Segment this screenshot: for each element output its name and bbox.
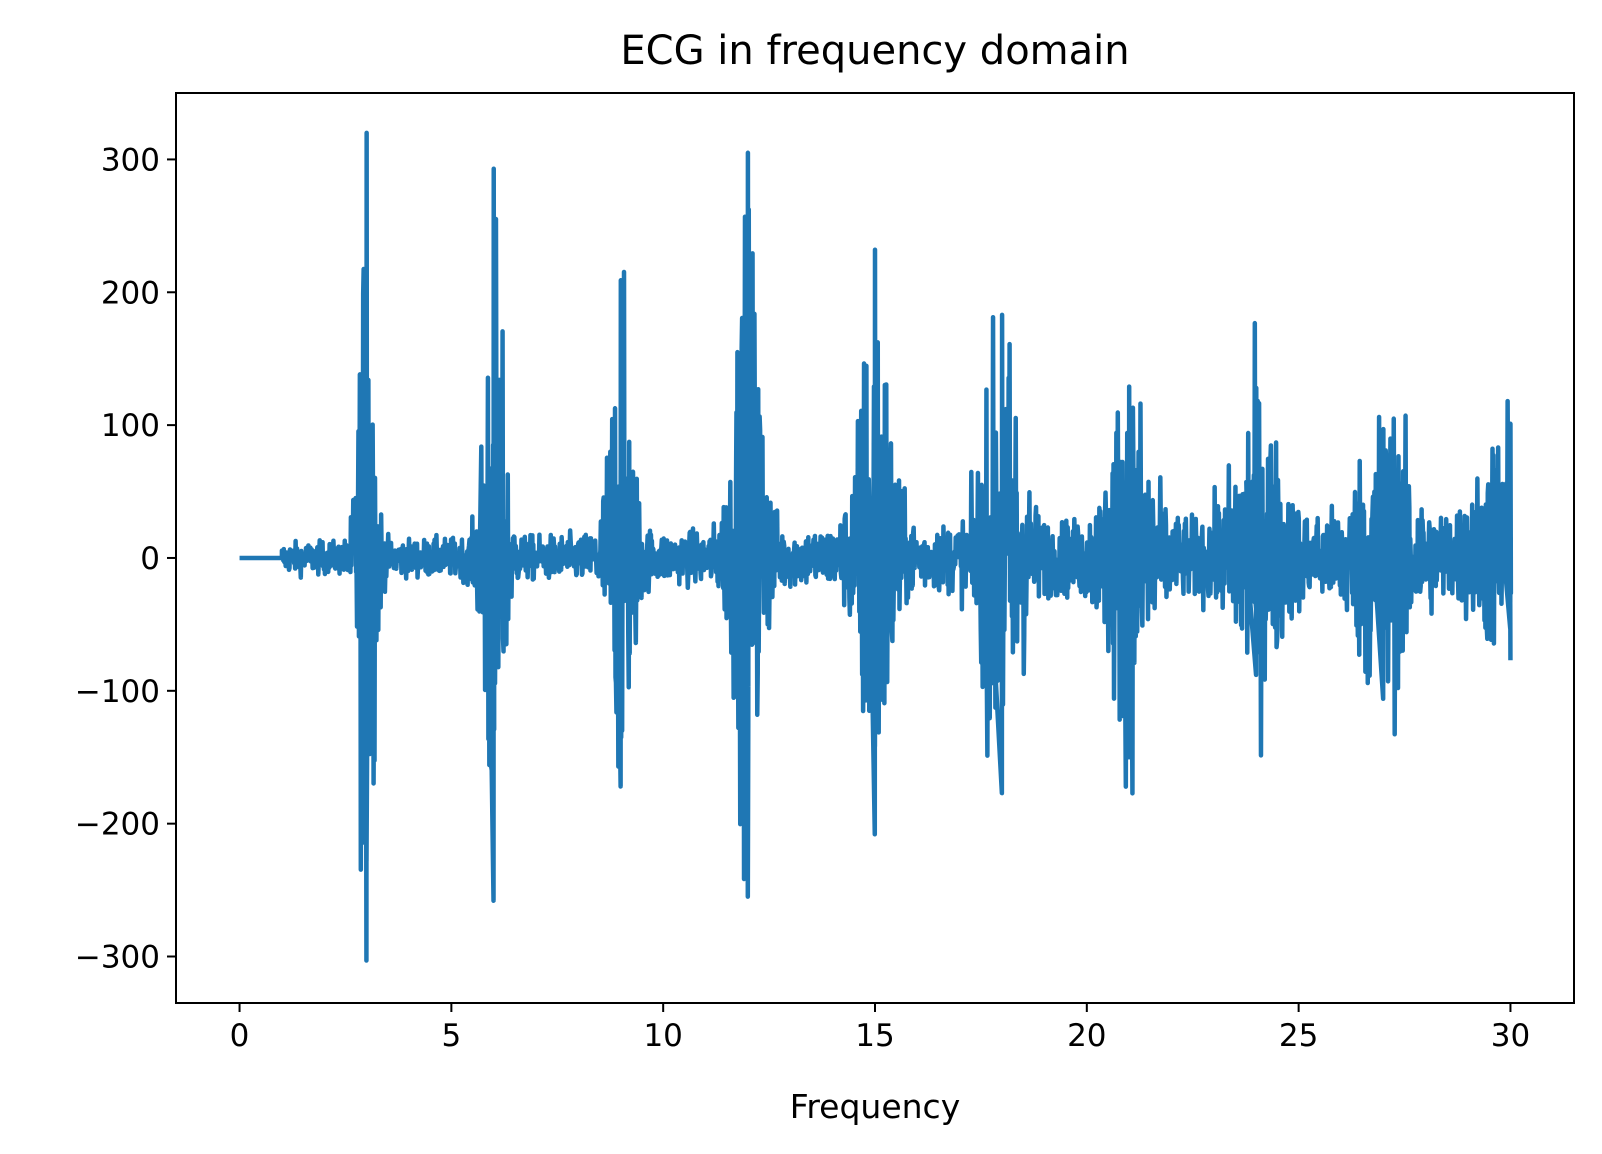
x-axis-label: Frequency: [790, 1087, 960, 1126]
series-line: [239, 130, 1514, 963]
y-tick-label: −200: [75, 807, 160, 843]
x-tick-label: 15: [855, 1018, 894, 1054]
x-tick-label: 20: [1067, 1018, 1106, 1054]
chart-title: ECG in frequency domain: [620, 28, 1129, 74]
x-tick-label: 0: [230, 1018, 250, 1054]
y-tick-label: −100: [75, 674, 160, 710]
y-tick-label: 200: [101, 275, 160, 311]
x-tick-label: 5: [441, 1018, 461, 1054]
axes: 0 5 10 15 20 25 30 300 200 100 0 −100 −200 −300: [75, 92, 1575, 1054]
y-tick-label: −300: [75, 940, 160, 976]
x-tick-label: 25: [1279, 1018, 1318, 1054]
y-tick-label: 0: [140, 541, 160, 577]
y-tick-label: 300: [101, 142, 160, 178]
y-tick-label: 100: [101, 408, 160, 444]
x-tick-label: 10: [643, 1018, 682, 1054]
x-tick-label: 30: [1491, 1018, 1530, 1054]
plot-area: [239, 130, 1514, 963]
